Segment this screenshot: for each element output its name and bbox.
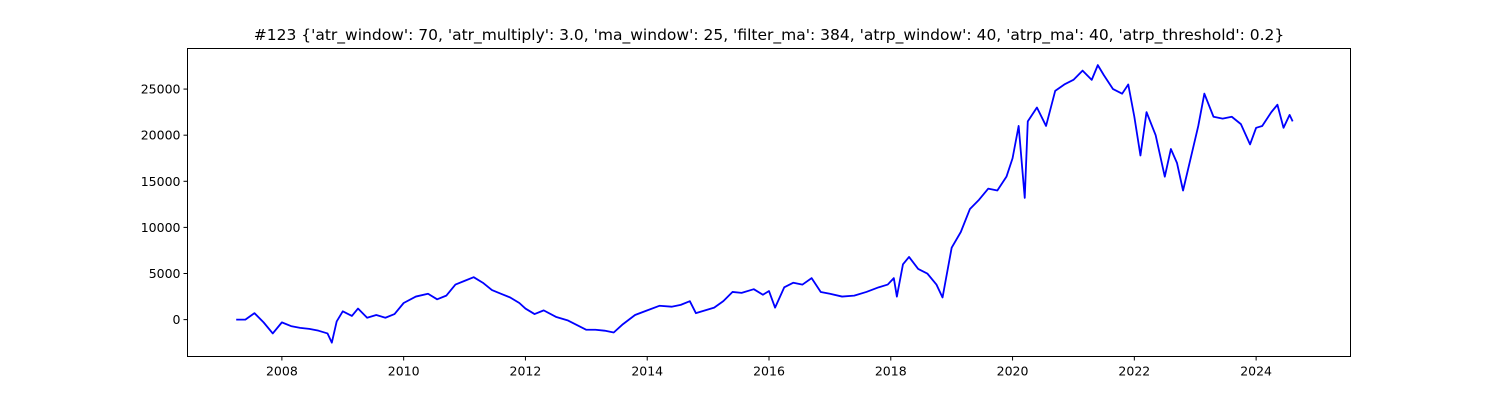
x-tick-label: 2014 bbox=[631, 364, 663, 379]
y-tick-label: 0 bbox=[173, 312, 181, 327]
y-tick-label: 15000 bbox=[141, 174, 181, 189]
x-tick-label: 2020 bbox=[997, 364, 1029, 379]
x-tick-label: 2024 bbox=[1240, 364, 1272, 379]
x-tick-label: 2008 bbox=[266, 364, 298, 379]
x-tick-label: 2022 bbox=[1118, 364, 1150, 379]
y-axis: 0 5000 10000 15000 20000 25000 bbox=[141, 82, 188, 327]
y-tick-label: 5000 bbox=[149, 266, 181, 281]
x-axis: 2008 2010 2012 2014 2016 2018 2020 2022 2024 bbox=[266, 356, 1272, 379]
x-tick-label: 2016 bbox=[753, 364, 785, 379]
chart-title: #123 {'atr_window': 70, 'atr_multiply': … bbox=[254, 26, 1285, 45]
series-layer bbox=[236, 64, 1294, 344]
x-tick-label: 2012 bbox=[510, 364, 542, 379]
y-tick-label: 20000 bbox=[141, 128, 181, 143]
y-tick-label: 10000 bbox=[141, 220, 181, 235]
x-tick-label: 2010 bbox=[388, 364, 420, 379]
plot-area-frame bbox=[187, 48, 1351, 357]
x-tick-label: 2018 bbox=[875, 364, 907, 379]
y-tick-label: 25000 bbox=[141, 82, 181, 97]
series-line-1 bbox=[236, 64, 1294, 344]
